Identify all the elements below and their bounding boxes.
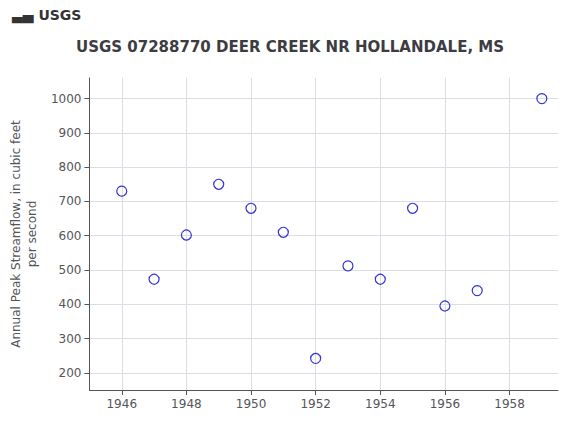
svg-text:1954: 1954: [365, 397, 396, 411]
svg-text:1952: 1952: [300, 397, 331, 411]
svg-text:1958: 1958: [494, 397, 525, 411]
svg-text:1000: 1000: [51, 92, 82, 106]
svg-text:▃▄ USGS: ▃▄ USGS: [11, 7, 81, 24]
svg-text:1946: 1946: [106, 397, 137, 411]
svg-text:600: 600: [59, 229, 82, 243]
svg-text:per second: per second: [25, 201, 39, 268]
svg-text:200: 200: [59, 366, 82, 380]
svg-text:900: 900: [59, 126, 82, 140]
svg-text:1956: 1956: [430, 397, 461, 411]
svg-text:700: 700: [59, 194, 82, 208]
svg-text:Annual Peak Streamflow, in cub: Annual Peak Streamflow, in cubic feet: [9, 120, 23, 348]
svg-text:800: 800: [59, 160, 82, 174]
svg-text:400: 400: [59, 297, 82, 311]
svg-text:500: 500: [59, 263, 82, 277]
svg-text:300: 300: [59, 332, 82, 346]
svg-text:USGS 07288770 DEER CREEK NR HO: USGS 07288770 DEER CREEK NR HOLLANDALE, …: [76, 38, 504, 56]
svg-text:1950: 1950: [236, 397, 267, 411]
svg-text:1948: 1948: [171, 397, 202, 411]
